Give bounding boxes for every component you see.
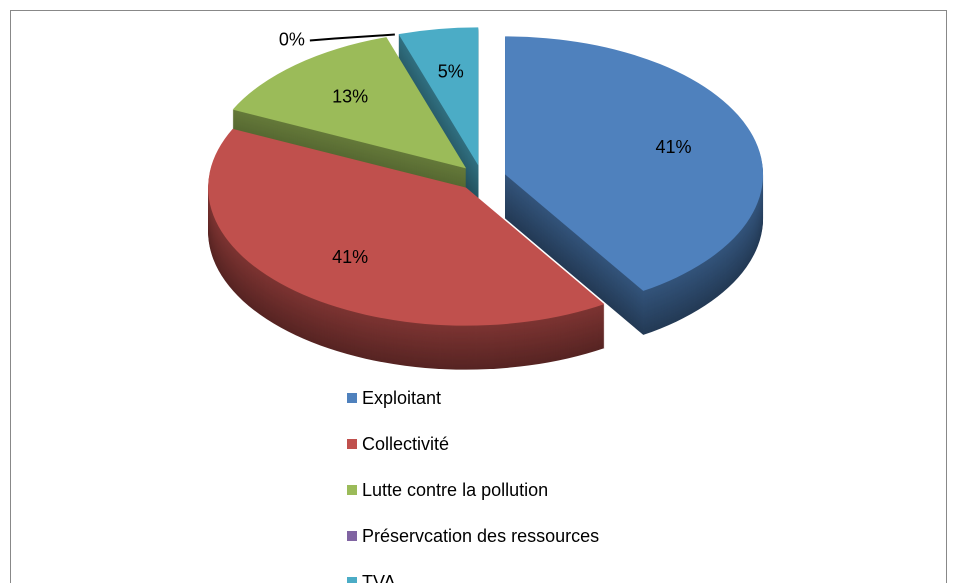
data-label: 41%	[332, 247, 368, 267]
data-label: 13%	[332, 87, 368, 107]
legend-swatch	[347, 393, 357, 403]
leader-line	[309, 33, 395, 42]
legend-swatch	[347, 485, 357, 495]
legend-label: Exploitant	[362, 388, 441, 408]
pie: 41% 41% 13% 0% 5%	[208, 27, 764, 370]
legend-swatch	[347, 577, 357, 583]
legend-label: Préservcation des ressources	[362, 526, 599, 546]
data-label: 41%	[656, 137, 692, 157]
legend-label: Lutte contre la pollution	[362, 480, 548, 500]
slice	[505, 36, 764, 291]
legend-swatch	[347, 531, 357, 541]
legend-swatch	[347, 439, 357, 449]
slice	[232, 37, 467, 169]
data-label: 5%	[438, 61, 464, 81]
slice	[208, 128, 605, 326]
legend-label: Collectivité	[362, 434, 449, 454]
slice	[398, 27, 479, 166]
data-label: 0%	[279, 29, 305, 49]
legend: Exploitant Collectivité Lutte contre la po…	[347, 388, 599, 583]
legend-label: TVA	[362, 572, 396, 583]
